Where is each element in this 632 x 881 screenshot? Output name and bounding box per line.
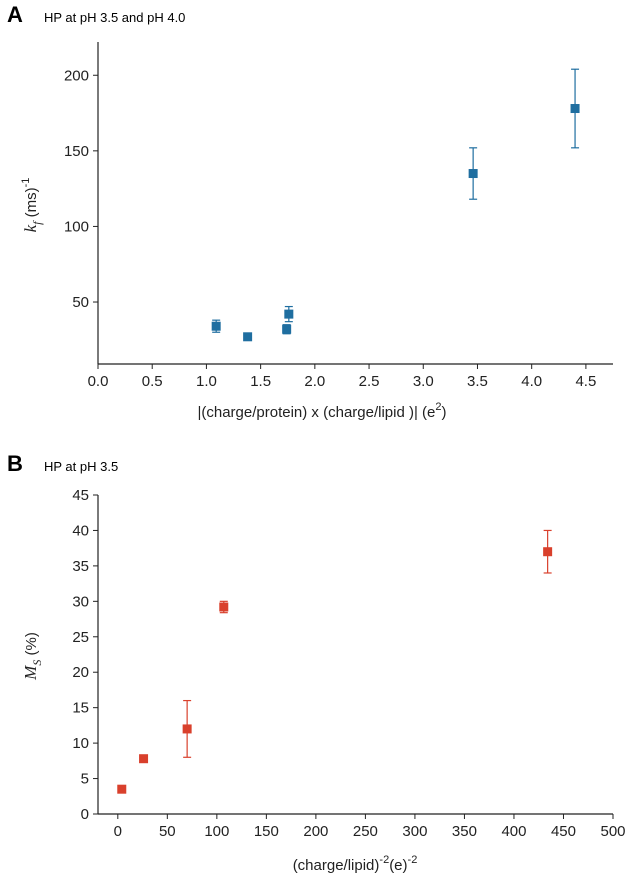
a-x-tick-label: 3.5 bbox=[467, 373, 488, 390]
b-x-tick-label: 0 bbox=[114, 823, 122, 840]
b-y-tick-label: 30 bbox=[72, 593, 89, 610]
b-x-tick-label: 100 bbox=[204, 823, 229, 840]
b-x-tick-label: 350 bbox=[452, 823, 477, 840]
b-x-tick-label: 400 bbox=[501, 823, 526, 840]
panel-a-title: HP at pH 3.5 and pH 4.0 bbox=[44, 10, 186, 25]
panel-b: B HP at pH 3.5 0 50 100 150 200 250 300 350 400 4… bbox=[0, 440, 632, 881]
b-y-tick-label: 20 bbox=[72, 664, 89, 681]
a-y-tick-label: 100 bbox=[64, 218, 89, 235]
a-data-point bbox=[284, 309, 294, 319]
a-data-point bbox=[282, 324, 292, 334]
b-data-point bbox=[182, 724, 192, 734]
a-x-tick-label: 1.5 bbox=[250, 373, 271, 390]
panel-b-title: HP at pH 3.5 bbox=[44, 459, 119, 474]
a-y-tick-label: 150 bbox=[64, 143, 89, 160]
b-y-tick-label: 0 bbox=[81, 806, 89, 823]
panel-a-chart: 0.0 0.5 1.0 1.5 2.0 2.5 3.0 3.5 4.0 4.5 50 100 150 20… bbox=[20, 42, 613, 421]
a-x-tick-label: 0.5 bbox=[142, 373, 163, 390]
b-x-tick-label: 500 bbox=[600, 823, 625, 840]
a-data-point bbox=[243, 332, 253, 342]
b-y-tick-label: 10 bbox=[72, 735, 89, 752]
b-y-tick-label: 15 bbox=[72, 700, 89, 717]
panel-letter-b: B bbox=[7, 451, 23, 476]
panel-letter-a: A bbox=[7, 2, 23, 27]
b-x-tick-label: 300 bbox=[402, 823, 427, 840]
panel-a: A HP at pH 3.5 and pH 4.0 0.0 0.5 1.0 1.5 2.… bbox=[0, 0, 632, 440]
b-x-tick-label: 450 bbox=[551, 823, 576, 840]
a-x-tick-label: 2.0 bbox=[304, 373, 325, 390]
b-data-point bbox=[139, 754, 149, 764]
b-y-tick-label: 35 bbox=[72, 558, 89, 575]
a-y-tick-label: 200 bbox=[64, 67, 89, 84]
a-x-tick-label: 4.0 bbox=[521, 373, 542, 390]
b-data-point bbox=[219, 602, 229, 612]
b-y-tick-label: 40 bbox=[72, 522, 89, 539]
b-y-axis-label: MS (%) bbox=[21, 632, 44, 681]
a-x-tick-label: 0.0 bbox=[88, 373, 109, 390]
a-data-point bbox=[468, 169, 478, 179]
panel-b-chart: 0 50 100 150 200 250 300 350 400 450 500 0 5 10 15 20 25… bbox=[21, 487, 626, 874]
a-x-tick-label: 3.0 bbox=[413, 373, 434, 390]
b-x-tick-label: 150 bbox=[254, 823, 279, 840]
b-x-tick-label: 250 bbox=[353, 823, 378, 840]
a-x-tick-label: 2.5 bbox=[359, 373, 380, 390]
b-y-tick-label: 45 bbox=[72, 487, 89, 504]
a-x-tick-label: 1.0 bbox=[196, 373, 217, 390]
b-x-tick-label: 200 bbox=[303, 823, 328, 840]
b-y-tick-label: 5 bbox=[81, 771, 89, 788]
a-data-point bbox=[211, 321, 221, 331]
b-data-point bbox=[543, 547, 553, 557]
a-x-tick-label: 4.5 bbox=[575, 373, 596, 390]
a-y-tick-label: 50 bbox=[72, 294, 89, 311]
a-y-axis-label: kf (ms)-1 bbox=[20, 178, 44, 233]
a-x-axis-label: |(charge/protein) x (charge/lipid )| (e2… bbox=[197, 401, 446, 421]
b-y-tick-label: 25 bbox=[72, 629, 89, 646]
b-data-point bbox=[117, 784, 127, 794]
b-x-axis-label: (charge/lipid)-2(e)-2 bbox=[293, 854, 418, 874]
b-x-tick-label: 50 bbox=[159, 823, 176, 840]
a-data-point bbox=[570, 104, 580, 114]
